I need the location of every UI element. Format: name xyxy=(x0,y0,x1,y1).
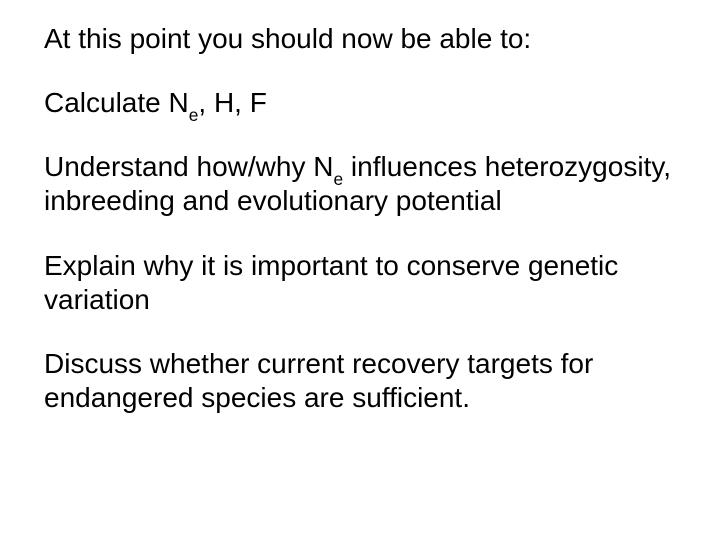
paragraph-understand: Understand how/why Ne influences heteroz… xyxy=(44,150,672,218)
text-discuss: Discuss whether current recovery targets… xyxy=(44,348,593,413)
paragraph-calculate: Calculate Ne, H, F xyxy=(44,86,672,120)
subscript-e-1: e xyxy=(189,105,199,125)
paragraph-discuss: Discuss whether current recovery targets… xyxy=(44,347,672,415)
text-explain: Explain why it is important to conserve … xyxy=(44,250,618,315)
text-intro: At this point you should now be able to: xyxy=(44,23,531,54)
subscript-e-2: e xyxy=(333,169,343,189)
slide-body: At this point you should now be able to:… xyxy=(0,0,720,540)
text-calc-pre: Calculate N xyxy=(44,87,189,118)
text-calc-post: , H, F xyxy=(198,87,266,118)
paragraph-intro: At this point you should now be able to: xyxy=(44,22,672,56)
text-understand-pre: Understand how/why N xyxy=(44,151,333,182)
paragraph-explain: Explain why it is important to conserve … xyxy=(44,249,672,317)
